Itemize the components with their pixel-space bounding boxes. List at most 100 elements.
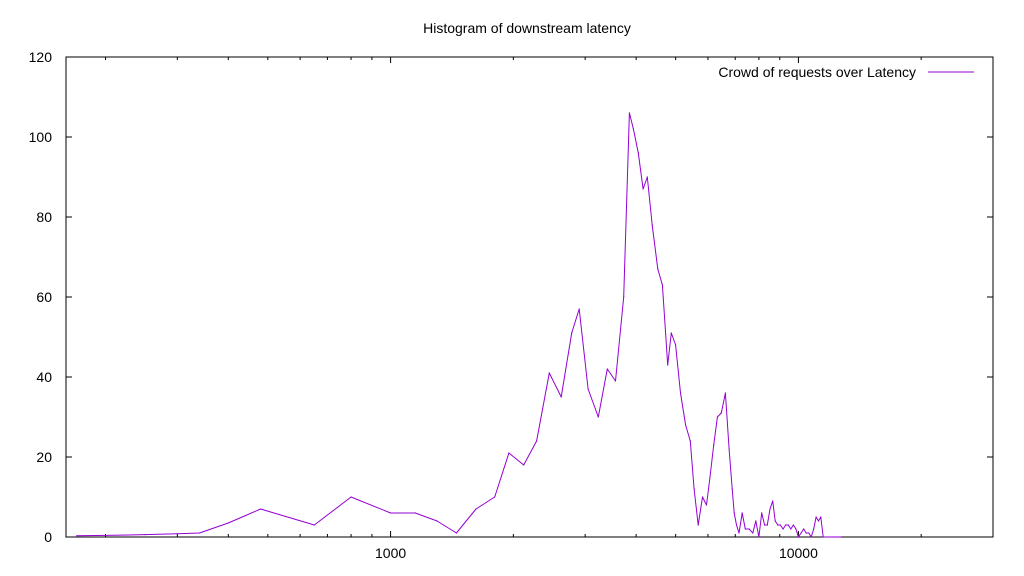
data-point [800, 532, 802, 534]
data-point [724, 392, 726, 394]
data-point [637, 152, 639, 154]
data-point [808, 532, 810, 534]
data-point [651, 224, 653, 226]
data-point [810, 536, 812, 538]
data-point [76, 535, 78, 537]
y-tick-label: 120 [29, 49, 53, 65]
data-point [646, 176, 648, 178]
data-point [675, 344, 677, 346]
data-point [831, 536, 833, 538]
data-point [560, 396, 562, 398]
data-point [755, 520, 757, 522]
data-point [720, 412, 722, 414]
legend-label: Crowd of requests over Latency [718, 64, 916, 80]
data-point [748, 528, 750, 530]
data-point [815, 516, 817, 518]
data-point [797, 536, 800, 538]
y-tick-label: 80 [36, 209, 52, 225]
data-point [679, 392, 682, 394]
data-point [198, 532, 201, 534]
data-point [144, 534, 146, 536]
data-point [597, 416, 599, 418]
series-line [76, 112, 841, 538]
data-point [313, 524, 315, 526]
data-point [733, 512, 735, 514]
data-point [777, 524, 779, 526]
data-point [642, 188, 644, 190]
data-point [741, 512, 743, 514]
data-point [697, 524, 699, 526]
data-point [508, 452, 510, 454]
data-point [606, 368, 608, 370]
data-point [763, 524, 766, 526]
data-point [628, 112, 630, 114]
data-point [835, 536, 838, 538]
data-point [774, 520, 776, 522]
data-point [632, 128, 635, 130]
data-point [827, 536, 829, 538]
data-point [414, 512, 416, 514]
y-axis: 0 20 40 60 80 100 120 [29, 49, 993, 545]
data-point [752, 532, 754, 534]
data-point [455, 532, 457, 534]
data-point [614, 380, 617, 382]
plot-frame [65, 56, 994, 538]
data-point [176, 533, 178, 535]
y-tick-label: 0 [44, 529, 52, 545]
data-point [744, 528, 746, 530]
data-point [820, 516, 822, 518]
data-point [735, 524, 738, 526]
data-point [350, 496, 352, 498]
y-tick-label: 60 [36, 289, 52, 305]
data-point [701, 496, 704, 498]
data-point [829, 536, 831, 538]
data-point [389, 512, 392, 514]
series-group [76, 112, 842, 538]
data-point [769, 508, 771, 510]
data-point [784, 524, 787, 526]
y-tick-label: 20 [36, 449, 52, 465]
data-point [772, 500, 774, 502]
data-point [782, 528, 784, 530]
legend: Crowd of requests over Latency [718, 64, 974, 80]
y-tick-label: 40 [36, 369, 52, 385]
data-point [535, 440, 538, 442]
y-tick-label: 100 [29, 129, 53, 145]
data-point [728, 448, 730, 450]
data-point [661, 284, 664, 286]
data-point [475, 508, 477, 510]
data-point [587, 388, 589, 390]
data-point [840, 536, 842, 538]
data-point [104, 534, 107, 537]
data-point [795, 528, 797, 530]
data-point [667, 364, 669, 366]
data-point [689, 440, 691, 442]
data-point [693, 488, 695, 490]
data-point [705, 504, 708, 506]
data-point [792, 524, 794, 526]
data-point [761, 512, 763, 514]
data-point [738, 532, 740, 534]
data-point [548, 372, 550, 374]
x-tick-label: 1000 [375, 545, 406, 561]
data-point [803, 528, 805, 530]
data-point [623, 296, 625, 298]
data-point [805, 532, 807, 534]
data-point [713, 444, 715, 446]
data-point [833, 536, 835, 538]
data-point [657, 268, 659, 270]
x-tick-label: 10000 [779, 545, 818, 561]
data-point [787, 524, 789, 526]
data-point [227, 522, 229, 524]
data-point [817, 520, 820, 522]
data-point [436, 520, 438, 522]
data-point [578, 308, 580, 310]
data-point [758, 536, 760, 538]
data-point [790, 528, 792, 530]
data-point [523, 464, 525, 466]
data-point [259, 508, 262, 510]
data-point [824, 536, 827, 538]
data-point [838, 536, 840, 538]
x-axis: 1000 10000 [105, 57, 994, 561]
